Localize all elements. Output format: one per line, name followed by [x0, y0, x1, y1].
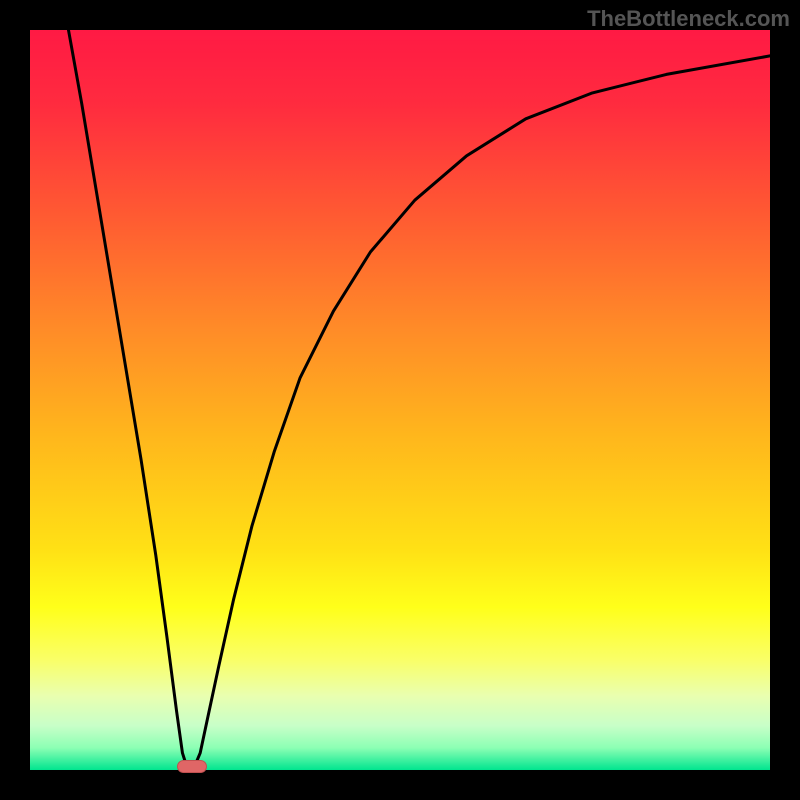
watermark-text: TheBottleneck.com [587, 6, 790, 32]
heat-gradient-background [30, 30, 770, 770]
watermark-label: TheBottleneck.com [587, 6, 790, 31]
bottleneck-marker [177, 760, 207, 772]
gradient-chart [30, 30, 770, 770]
